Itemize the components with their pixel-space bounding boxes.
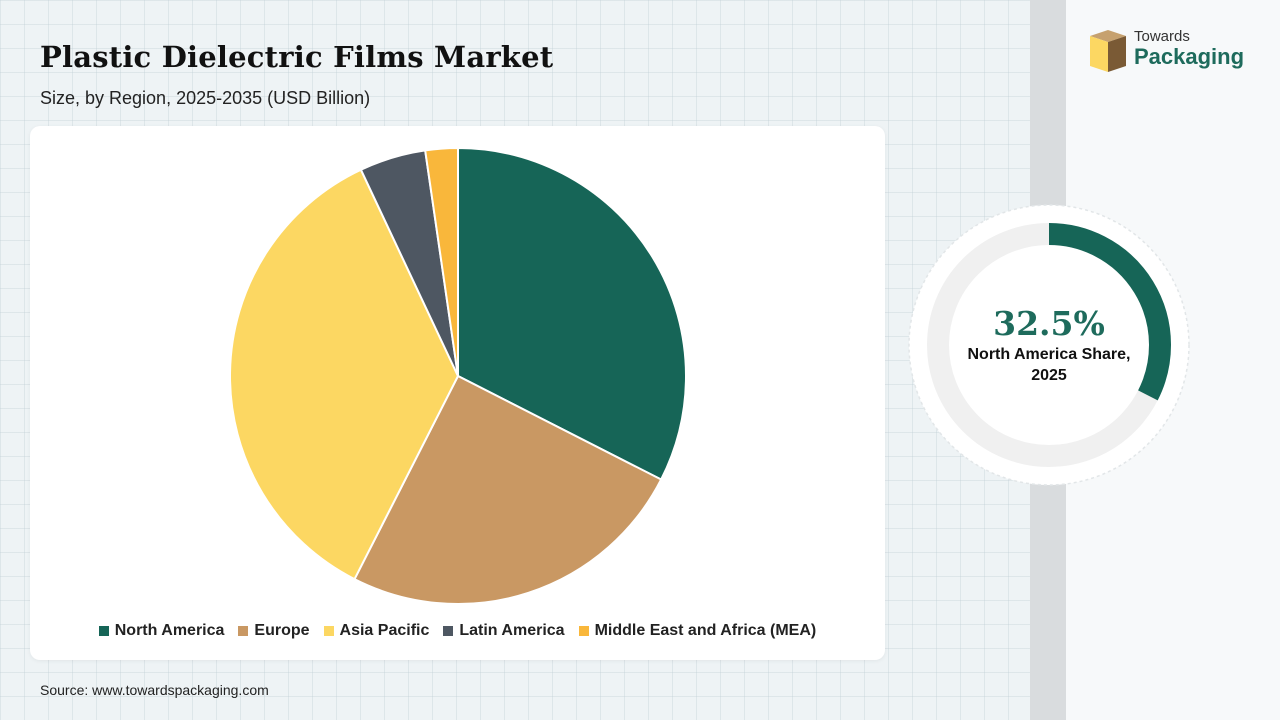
legend-swatch [323, 626, 334, 636]
brand-name-bottom: Packaging [1134, 44, 1245, 69]
share-label: North America Share, 2025 [967, 346, 1131, 384]
legend-item-latin-america: Latin America [443, 622, 565, 640]
share-value: 32.5% [993, 304, 1105, 343]
chart-subtitle: Size, by Region, 2025-2035 (USD Billion) [40, 88, 371, 108]
legend-item-asia-pacific: Asia Pacific [323, 622, 430, 640]
pie-slice-middle-east-and-africa-mea [424, 146, 459, 377]
pie-slice-north-america [457, 146, 687, 481]
legend-label: Asia Pacific [339, 622, 430, 639]
share-donut: 32.5% North America Share, 2025 [906, 202, 1192, 488]
legend-label: Middle East and Africa (MEA) [594, 622, 817, 639]
brand-name-top: Towards [1134, 28, 1190, 45]
legend-label: Latin America [459, 622, 565, 639]
legend-item-middle-east-and-africa-mea: Middle East and Africa (MEA) [578, 622, 817, 640]
legend-swatch [238, 626, 249, 636]
donut-share-arc [1048, 223, 1171, 401]
legend-swatch [98, 626, 109, 636]
legend-item-europe: Europe [238, 622, 310, 640]
legend-item-north-america: North America [98, 622, 225, 640]
chart-title: Plastic Dielectric Films Market [40, 40, 554, 74]
donut-outer-ring [908, 204, 1190, 486]
chart-legend: North America Europe Asia Pacific Latin Ame… [30, 622, 885, 640]
chart-card: North America Europe Asia Pacific Latin Ame… [30, 126, 885, 660]
pie-slice-asia-pacific [229, 168, 460, 581]
share-donut-ring [908, 204, 1190, 486]
legend-swatch [578, 626, 589, 636]
legend-swatch [443, 626, 454, 636]
source-note: Source: www.towardspackaging.com [40, 682, 269, 698]
brand-logo: Towards Packaging [1082, 28, 1262, 78]
pie-slice-europe [353, 374, 663, 605]
box-icon [1090, 30, 1126, 72]
legend-label: North America [114, 622, 225, 639]
pie-chart [229, 146, 687, 605]
legend-label: Europe [254, 622, 310, 639]
